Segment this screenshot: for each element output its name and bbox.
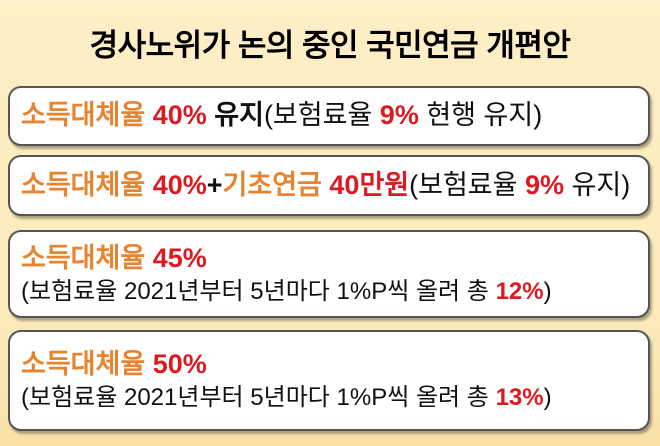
basic-pension-label: 기초연금 <box>222 169 330 200</box>
basic-pension-value: 40만원 <box>329 169 410 200</box>
option-4-headline: 소득대체율 50% <box>21 347 637 382</box>
premium-rate-value: 9% <box>379 100 419 131</box>
maintain-label: 유지 <box>214 100 264 131</box>
replacement-rate-label: 소득대체율 <box>21 242 153 273</box>
replacement-rate-value: 40% <box>152 169 207 200</box>
plus-sign: + <box>206 169 223 200</box>
replacement-rate-label: 소득대체율 <box>21 100 153 131</box>
premium-note-end: ) <box>543 277 552 305</box>
option-3-premium-note: (보험료율 2021년부터 5년마다 1%P씩 올려 총 12%) <box>21 276 637 307</box>
option-1-text: 소득대체율 40% 유지(보험료율 9% 현행 유지) <box>21 98 637 133</box>
pension-option-box-3: 소득대체율 45% (보험료율 2021년부터 5년마다 1%P씩 올려 총 1… <box>8 230 650 318</box>
replacement-rate-value: 40% <box>152 100 215 131</box>
replacement-rate-value: 50% <box>152 349 207 380</box>
replacement-rate-value: 45% <box>152 242 207 273</box>
premium-note: (보험료율 <box>409 169 525 200</box>
premium-note: (보험료율 2021년부터 5년마다 1%P씩 올려 총 <box>21 277 496 305</box>
option-3-headline: 소득대체율 45% <box>21 241 637 276</box>
premium-rate-value: 12% <box>495 277 544 305</box>
infographic-title: 경사노위가 논의 중인 국민연금 개편안 <box>89 28 571 63</box>
premium-note-end: 현행 유지) <box>418 100 543 131</box>
premium-rate-value: 9% <box>524 169 565 200</box>
replacement-rate-label: 소득대체율 <box>21 169 153 200</box>
pension-option-box-1: 소득대체율 40% 유지(보험료율 9% 현행 유지) <box>8 86 650 146</box>
pension-option-box-4: 소득대체율 50% (보험료율 2021년부터 5년마다 1%P씩 올려 총 1… <box>8 330 650 431</box>
premium-rate-value: 13% <box>495 384 544 412</box>
premium-note: (보험료율 <box>263 100 380 131</box>
premium-note-end: ) <box>543 384 552 412</box>
premium-note: (보험료율 2021년부터 5년마다 1%P씩 올려 총 <box>21 384 496 412</box>
option-2-text: 소득대체율 40%+기초연금 40만원(보험료율 9% 유지) <box>21 168 637 203</box>
option-4-premium-note: (보험료율 2021년부터 5년마다 1%P씩 올려 총 13%) <box>21 382 637 413</box>
premium-note-end: 유지) <box>564 169 631 200</box>
pension-option-box-2: 소득대체율 40%+기초연금 40만원(보험료율 9% 유지) <box>8 155 650 216</box>
replacement-rate-label: 소득대체율 <box>21 349 153 380</box>
